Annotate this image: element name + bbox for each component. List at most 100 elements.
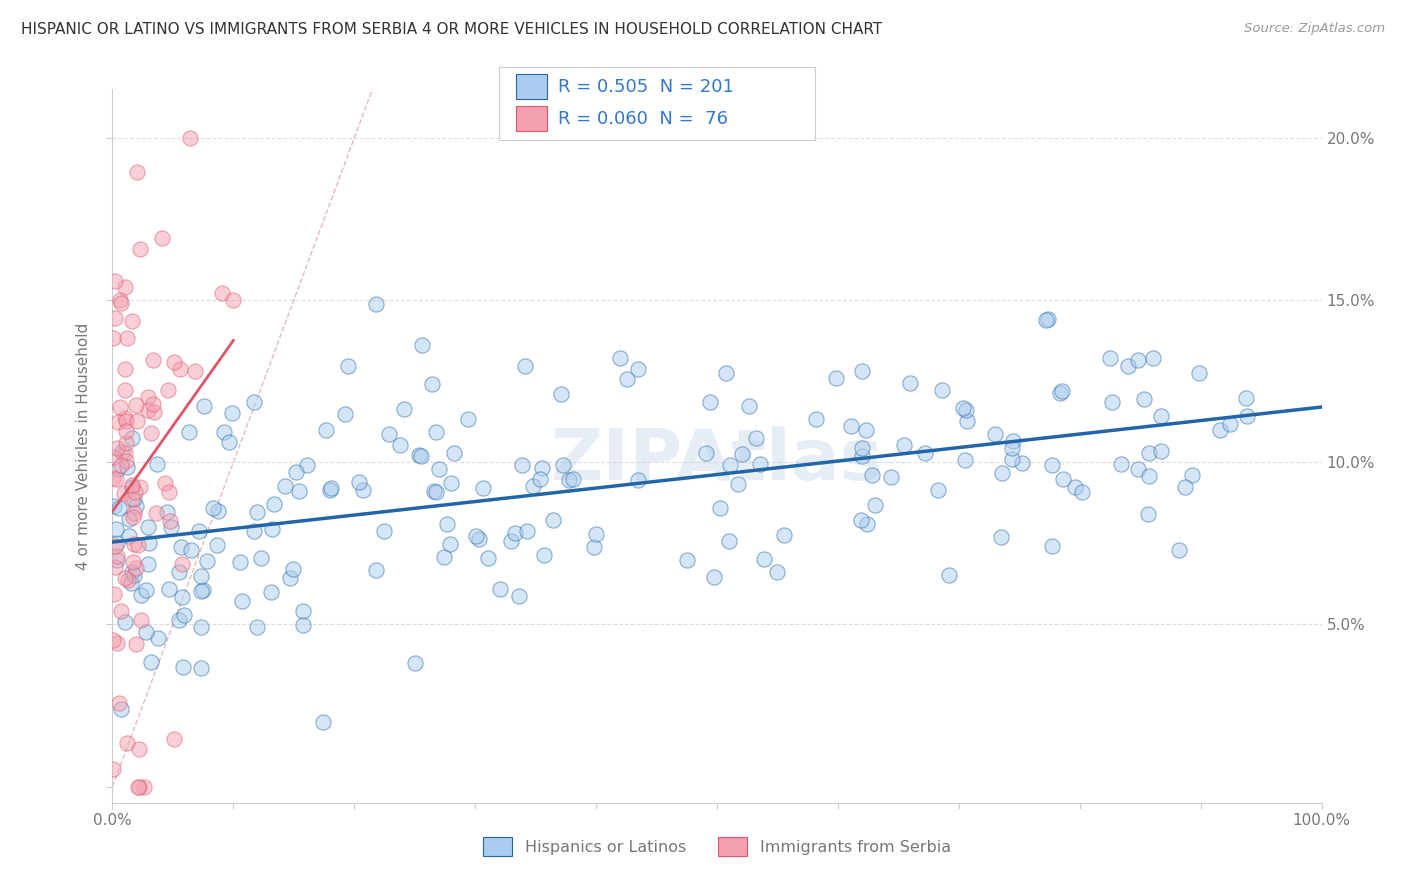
Point bbox=[110, 458, 132, 473]
Point bbox=[231, 594, 253, 608]
Point bbox=[1128, 352, 1150, 367]
Point bbox=[124, 561, 146, 575]
Point bbox=[627, 362, 650, 376]
Point bbox=[522, 479, 544, 493]
Point bbox=[457, 412, 479, 426]
Point bbox=[425, 425, 447, 440]
Point bbox=[699, 395, 721, 409]
Point bbox=[105, 552, 128, 566]
Point bbox=[179, 131, 201, 145]
Point bbox=[347, 475, 370, 490]
Point bbox=[516, 524, 538, 538]
Point bbox=[315, 423, 337, 437]
Point bbox=[114, 435, 136, 450]
Point bbox=[530, 461, 553, 475]
Point bbox=[585, 526, 607, 541]
Point bbox=[122, 567, 145, 582]
Point bbox=[1049, 385, 1071, 400]
Point bbox=[1040, 539, 1063, 553]
Point bbox=[242, 394, 264, 409]
Point bbox=[851, 364, 873, 378]
Point bbox=[131, 588, 153, 602]
Point bbox=[860, 467, 883, 482]
Text: HISPANIC OR LATINO VS IMMIGRANTS FROM SERBIA 4 OR MORE VEHICLES IN HOUSEHOLD COR: HISPANIC OR LATINO VS IMMIGRANTS FROM SE… bbox=[21, 22, 883, 37]
Point bbox=[1098, 351, 1121, 365]
Point bbox=[745, 431, 768, 445]
Point bbox=[127, 414, 149, 428]
Point bbox=[855, 517, 877, 532]
Point bbox=[467, 532, 489, 546]
Point bbox=[170, 558, 193, 572]
Point bbox=[110, 604, 132, 618]
Point bbox=[120, 576, 142, 591]
Point bbox=[752, 552, 775, 566]
Point bbox=[471, 481, 494, 495]
Point bbox=[1188, 367, 1211, 381]
Point bbox=[420, 376, 443, 391]
Point bbox=[173, 608, 195, 623]
Point bbox=[229, 556, 252, 570]
Point bbox=[104, 560, 127, 574]
Point bbox=[157, 485, 180, 500]
Point bbox=[616, 372, 638, 386]
Point bbox=[160, 520, 183, 534]
Point bbox=[114, 362, 136, 376]
Point bbox=[392, 401, 415, 416]
Point bbox=[190, 660, 212, 674]
Point bbox=[105, 441, 128, 455]
Point bbox=[122, 506, 145, 520]
Point bbox=[128, 742, 150, 756]
Point bbox=[465, 529, 488, 543]
Point bbox=[163, 731, 186, 746]
Point bbox=[104, 522, 127, 536]
Point bbox=[121, 480, 143, 494]
Point bbox=[115, 736, 138, 750]
Point bbox=[167, 566, 190, 580]
Point bbox=[541, 513, 564, 527]
Point bbox=[898, 376, 921, 391]
Point bbox=[411, 338, 433, 352]
Point bbox=[122, 510, 145, 524]
Y-axis label: 4 or more Vehicles in Household: 4 or more Vehicles in Household bbox=[76, 322, 91, 570]
Point bbox=[138, 535, 160, 549]
Point bbox=[1111, 457, 1133, 471]
Point bbox=[101, 633, 124, 648]
Point bbox=[132, 780, 155, 794]
Point bbox=[914, 445, 936, 459]
Point bbox=[114, 615, 136, 630]
Point bbox=[145, 457, 167, 471]
Point bbox=[142, 397, 165, 411]
Point bbox=[1063, 480, 1085, 494]
Point bbox=[443, 446, 465, 460]
Point bbox=[125, 164, 148, 178]
Point bbox=[1128, 462, 1150, 476]
Point bbox=[207, 504, 229, 518]
Point bbox=[157, 582, 180, 597]
Point bbox=[114, 383, 136, 397]
Point bbox=[285, 465, 308, 479]
Point bbox=[562, 472, 585, 486]
Point bbox=[295, 458, 318, 472]
Point bbox=[250, 551, 273, 566]
Point bbox=[146, 631, 169, 645]
Point bbox=[150, 231, 173, 245]
Point bbox=[218, 434, 240, 449]
Point bbox=[274, 479, 297, 493]
Point bbox=[292, 604, 315, 618]
Point bbox=[139, 425, 162, 440]
Point bbox=[104, 274, 127, 288]
Point bbox=[1071, 485, 1094, 500]
Point bbox=[159, 514, 181, 528]
Point bbox=[107, 415, 129, 429]
Point bbox=[260, 585, 283, 599]
Point bbox=[1234, 391, 1257, 405]
Point bbox=[333, 407, 356, 421]
Point bbox=[193, 399, 215, 413]
Point bbox=[169, 540, 191, 554]
Point bbox=[627, 473, 650, 487]
Point bbox=[1052, 471, 1074, 485]
Point bbox=[246, 505, 269, 519]
Point bbox=[311, 714, 333, 729]
Point bbox=[108, 293, 131, 307]
Point bbox=[292, 618, 315, 632]
